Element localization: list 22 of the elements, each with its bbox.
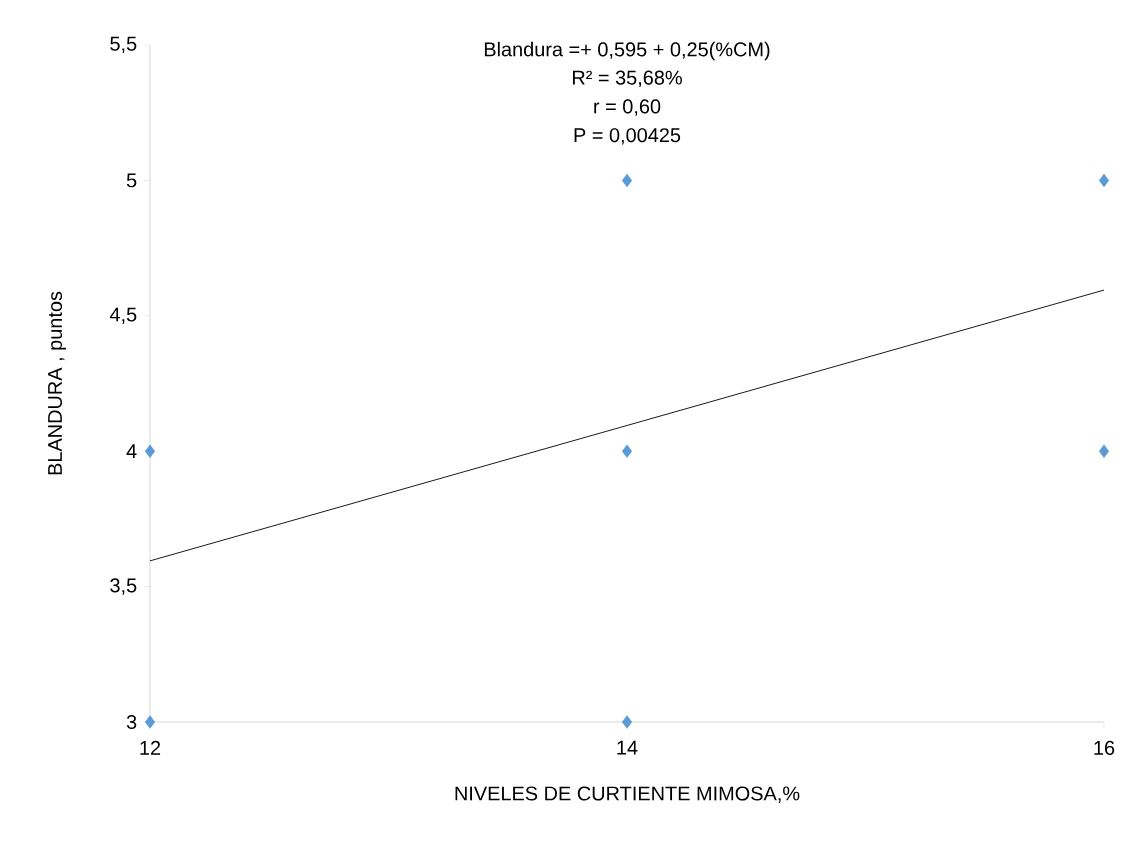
y-tick-label: 3,5 bbox=[110, 578, 137, 595]
annotation: Blandura =+ 0,595 + 0,25(%CM) bbox=[484, 41, 770, 61]
point bbox=[144, 444, 156, 458]
y-axis-title: BLANDURA , puntos bbox=[48, 291, 66, 475]
annotation: P = 0,00425 bbox=[574, 128, 681, 145]
point bbox=[144, 715, 156, 729]
point bbox=[1098, 444, 1110, 458]
y-tick-label: 5 bbox=[126, 173, 137, 188]
point bbox=[621, 444, 633, 458]
x-tick-label: 12 bbox=[140, 740, 161, 755]
point bbox=[1098, 173, 1110, 188]
y-tick-label: 4 bbox=[126, 444, 137, 459]
point bbox=[621, 715, 633, 729]
annotation: R² = 35,68% bbox=[572, 70, 682, 88]
point bbox=[621, 173, 633, 188]
x-tick-label: 14 bbox=[617, 740, 638, 755]
x-tick-label: 16 bbox=[1094, 740, 1115, 755]
y-tick-label: 3 bbox=[126, 714, 137, 730]
annotation: r = 0,60 bbox=[594, 99, 661, 116]
y-tick-label: 5,5 bbox=[110, 36, 137, 54]
x-axis-title: NIVELES DE CURTIENTE MIMOSA,% bbox=[455, 786, 800, 803]
y-tick-label: 4,5 bbox=[109, 307, 137, 324]
